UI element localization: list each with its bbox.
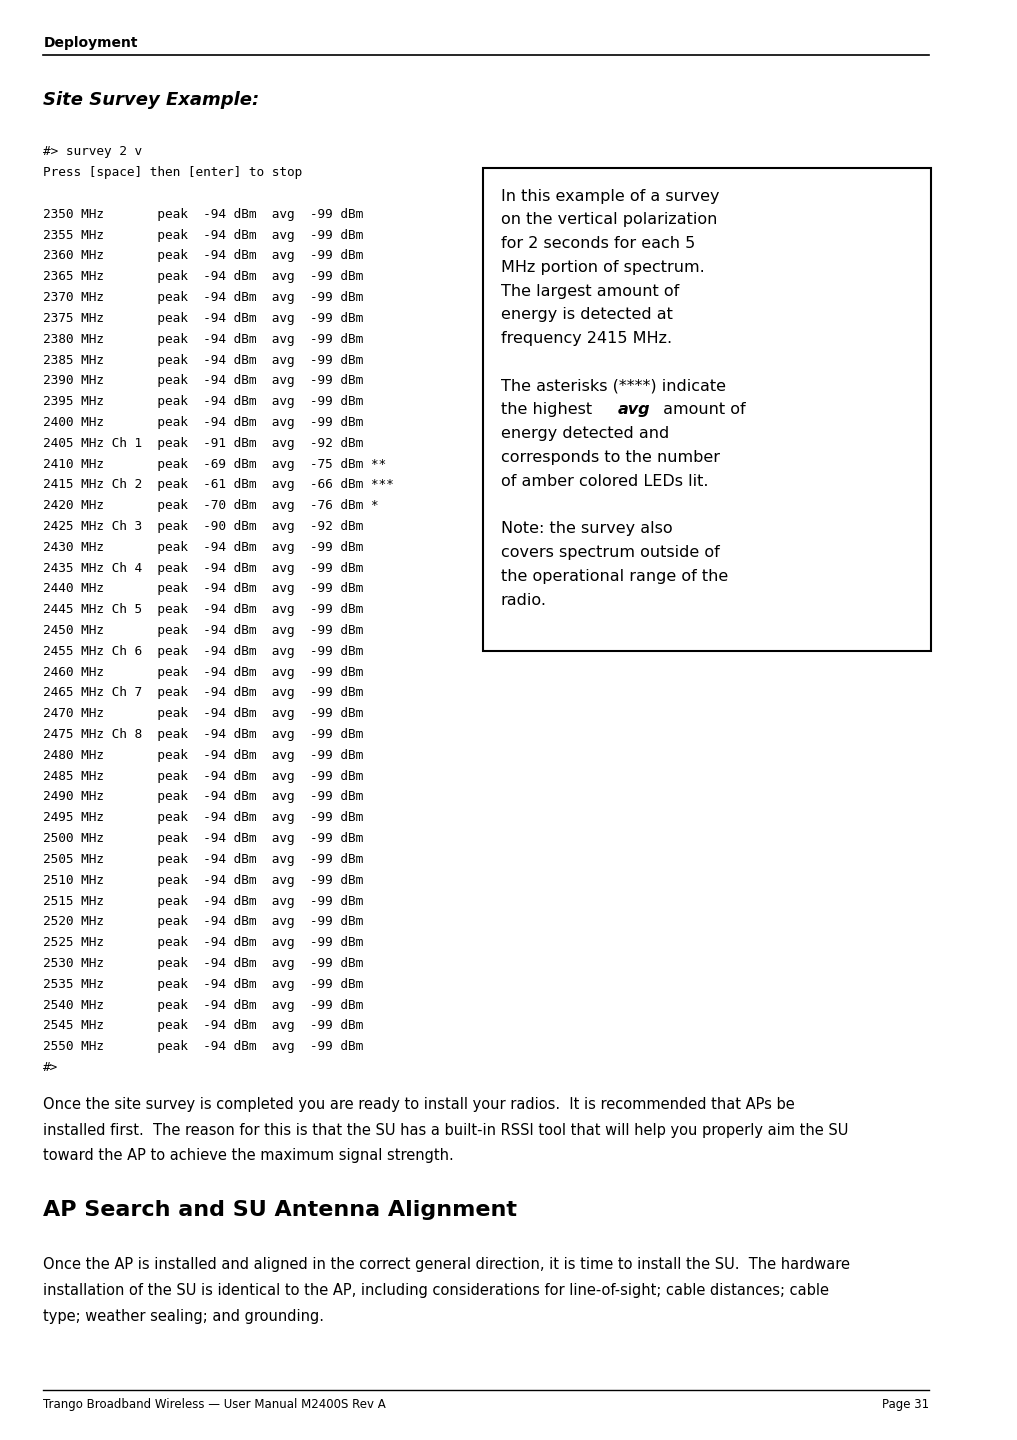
Text: AP Search and SU Antenna Alignment: AP Search and SU Antenna Alignment (44, 1200, 518, 1220)
Text: radio.: radio. (500, 593, 546, 608)
Text: energy is detected at: energy is detected at (500, 308, 672, 323)
Text: In this example of a survey: In this example of a survey (500, 189, 719, 203)
Text: the highest: the highest (500, 403, 597, 418)
Text: 2365 MHz       peak  -94 dBm  avg  -99 dBm: 2365 MHz peak -94 dBm avg -99 dBm (44, 271, 363, 284)
Text: 2375 MHz       peak  -94 dBm  avg  -99 dBm: 2375 MHz peak -94 dBm avg -99 dBm (44, 312, 363, 325)
Text: 2430 MHz       peak  -94 dBm  avg  -99 dBm: 2430 MHz peak -94 dBm avg -99 dBm (44, 541, 363, 554)
Text: 2450 MHz       peak  -94 dBm  avg  -99 dBm: 2450 MHz peak -94 dBm avg -99 dBm (44, 624, 363, 636)
Text: installed first.  The reason for this is that the SU has a built-in RSSI tool th: installed first. The reason for this is … (44, 1123, 849, 1138)
Text: 2535 MHz       peak  -94 dBm  avg  -99 dBm: 2535 MHz peak -94 dBm avg -99 dBm (44, 978, 363, 991)
Text: 2485 MHz       peak  -94 dBm  avg  -99 dBm: 2485 MHz peak -94 dBm avg -99 dBm (44, 770, 363, 783)
Text: 2445 MHz Ch 5  peak  -94 dBm  avg  -99 dBm: 2445 MHz Ch 5 peak -94 dBm avg -99 dBm (44, 603, 363, 616)
Text: Once the AP is installed and aligned in the correct general direction, it is tim: Once the AP is installed and aligned in … (44, 1257, 850, 1273)
Text: 2370 MHz       peak  -94 dBm  avg  -99 dBm: 2370 MHz peak -94 dBm avg -99 dBm (44, 291, 363, 304)
Text: Deployment: Deployment (44, 36, 138, 50)
Text: 2395 MHz       peak  -94 dBm  avg  -99 dBm: 2395 MHz peak -94 dBm avg -99 dBm (44, 395, 363, 408)
Text: Note: the survey also: Note: the survey also (500, 521, 672, 536)
Text: 2420 MHz       peak  -70 dBm  avg  -76 dBm *: 2420 MHz peak -70 dBm avg -76 dBm * (44, 500, 378, 513)
Text: 2530 MHz       peak  -94 dBm  avg  -99 dBm: 2530 MHz peak -94 dBm avg -99 dBm (44, 958, 363, 971)
Text: type; weather sealing; and grounding.: type; weather sealing; and grounding. (44, 1309, 324, 1323)
Text: #>: #> (44, 1061, 59, 1074)
Text: 2495 MHz       peak  -94 dBm  avg  -99 dBm: 2495 MHz peak -94 dBm avg -99 dBm (44, 811, 363, 824)
Text: 2390 MHz       peak  -94 dBm  avg  -99 dBm: 2390 MHz peak -94 dBm avg -99 dBm (44, 374, 363, 387)
Text: 2520 MHz       peak  -94 dBm  avg  -99 dBm: 2520 MHz peak -94 dBm avg -99 dBm (44, 916, 363, 929)
Text: 2490 MHz       peak  -94 dBm  avg  -99 dBm: 2490 MHz peak -94 dBm avg -99 dBm (44, 791, 363, 804)
Text: Once the site survey is completed you are ready to install your radios.  It is r: Once the site survey is completed you ar… (44, 1097, 795, 1112)
Text: 2525 MHz       peak  -94 dBm  avg  -99 dBm: 2525 MHz peak -94 dBm avg -99 dBm (44, 936, 363, 949)
Text: MHz portion of spectrum.: MHz portion of spectrum. (500, 259, 705, 275)
Text: 2360 MHz       peak  -94 dBm  avg  -99 dBm: 2360 MHz peak -94 dBm avg -99 dBm (44, 249, 363, 262)
Text: 2410 MHz       peak  -69 dBm  avg  -75 dBm **: 2410 MHz peak -69 dBm avg -75 dBm ** (44, 458, 386, 471)
Text: 2470 MHz       peak  -94 dBm  avg  -99 dBm: 2470 MHz peak -94 dBm avg -99 dBm (44, 707, 363, 720)
Text: 2380 MHz       peak  -94 dBm  avg  -99 dBm: 2380 MHz peak -94 dBm avg -99 dBm (44, 333, 363, 346)
Text: 2400 MHz       peak  -94 dBm  avg  -99 dBm: 2400 MHz peak -94 dBm avg -99 dBm (44, 416, 363, 429)
Text: 2355 MHz       peak  -94 dBm  avg  -99 dBm: 2355 MHz peak -94 dBm avg -99 dBm (44, 229, 363, 242)
Text: corresponds to the number: corresponds to the number (500, 449, 720, 465)
Text: 2460 MHz       peak  -94 dBm  avg  -99 dBm: 2460 MHz peak -94 dBm avg -99 dBm (44, 665, 363, 678)
Text: Page 31: Page 31 (882, 1398, 929, 1411)
Text: 2455 MHz Ch 6  peak  -94 dBm  avg  -99 dBm: 2455 MHz Ch 6 peak -94 dBm avg -99 dBm (44, 645, 363, 658)
Text: on the vertical polarization: on the vertical polarization (500, 213, 717, 228)
Text: Site Survey Example:: Site Survey Example: (44, 91, 259, 109)
Text: The largest amount of: The largest amount of (500, 284, 679, 298)
Text: 2465 MHz Ch 7  peak  -94 dBm  avg  -99 dBm: 2465 MHz Ch 7 peak -94 dBm avg -99 dBm (44, 687, 363, 700)
Text: 2515 MHz       peak  -94 dBm  avg  -99 dBm: 2515 MHz peak -94 dBm avg -99 dBm (44, 894, 363, 907)
Text: 2415 MHz Ch 2  peak  -61 dBm  avg  -66 dBm ***: 2415 MHz Ch 2 peak -61 dBm avg -66 dBm *… (44, 478, 394, 491)
Text: 2440 MHz       peak  -94 dBm  avg  -99 dBm: 2440 MHz peak -94 dBm avg -99 dBm (44, 582, 363, 595)
Text: avg: avg (618, 403, 651, 418)
Text: 2540 MHz       peak  -94 dBm  avg  -99 dBm: 2540 MHz peak -94 dBm avg -99 dBm (44, 998, 363, 1011)
Text: toward the AP to achieve the maximum signal strength.: toward the AP to achieve the maximum sig… (44, 1148, 454, 1164)
Text: of amber colored LEDs lit.: of amber colored LEDs lit. (500, 474, 708, 488)
Text: 2480 MHz       peak  -94 dBm  avg  -99 dBm: 2480 MHz peak -94 dBm avg -99 dBm (44, 749, 363, 762)
Text: Press [space] then [enter] to stop: Press [space] then [enter] to stop (44, 166, 303, 179)
Text: for 2 seconds for each 5: for 2 seconds for each 5 (500, 236, 695, 251)
Text: 2435 MHz Ch 4  peak  -94 dBm  avg  -99 dBm: 2435 MHz Ch 4 peak -94 dBm avg -99 dBm (44, 562, 363, 575)
Text: 2505 MHz       peak  -94 dBm  avg  -99 dBm: 2505 MHz peak -94 dBm avg -99 dBm (44, 852, 363, 865)
Text: #> survey 2 v: #> survey 2 v (44, 145, 142, 158)
Text: the operational range of the: the operational range of the (500, 569, 728, 583)
Text: 2500 MHz       peak  -94 dBm  avg  -99 dBm: 2500 MHz peak -94 dBm avg -99 dBm (44, 832, 363, 845)
Text: 2550 MHz       peak  -94 dBm  avg  -99 dBm: 2550 MHz peak -94 dBm avg -99 dBm (44, 1040, 363, 1053)
FancyBboxPatch shape (483, 168, 931, 651)
Text: frequency 2415 MHz.: frequency 2415 MHz. (500, 331, 672, 346)
Text: 2545 MHz       peak  -94 dBm  avg  -99 dBm: 2545 MHz peak -94 dBm avg -99 dBm (44, 1020, 363, 1032)
Text: The asterisks (****) indicate: The asterisks (****) indicate (500, 379, 725, 393)
Text: Trango Broadband Wireless — User Manual M2400S Rev A: Trango Broadband Wireless — User Manual … (44, 1398, 386, 1411)
Text: energy detected and: energy detected and (500, 426, 669, 441)
Text: amount of: amount of (658, 403, 745, 418)
Text: 2405 MHz Ch 1  peak  -91 dBm  avg  -92 dBm: 2405 MHz Ch 1 peak -91 dBm avg -92 dBm (44, 436, 363, 449)
Text: covers spectrum outside of: covers spectrum outside of (500, 546, 719, 560)
Text: 2385 MHz       peak  -94 dBm  avg  -99 dBm: 2385 MHz peak -94 dBm avg -99 dBm (44, 354, 363, 367)
Text: 2510 MHz       peak  -94 dBm  avg  -99 dBm: 2510 MHz peak -94 dBm avg -99 dBm (44, 874, 363, 887)
Text: 2425 MHz Ch 3  peak  -90 dBm  avg  -92 dBm: 2425 MHz Ch 3 peak -90 dBm avg -92 dBm (44, 520, 363, 533)
Text: 2475 MHz Ch 8  peak  -94 dBm  avg  -99 dBm: 2475 MHz Ch 8 peak -94 dBm avg -99 dBm (44, 729, 363, 742)
Text: installation of the SU is identical to the AP, including considerations for line: installation of the SU is identical to t… (44, 1283, 829, 1297)
Text: 2350 MHz       peak  -94 dBm  avg  -99 dBm: 2350 MHz peak -94 dBm avg -99 dBm (44, 207, 363, 220)
